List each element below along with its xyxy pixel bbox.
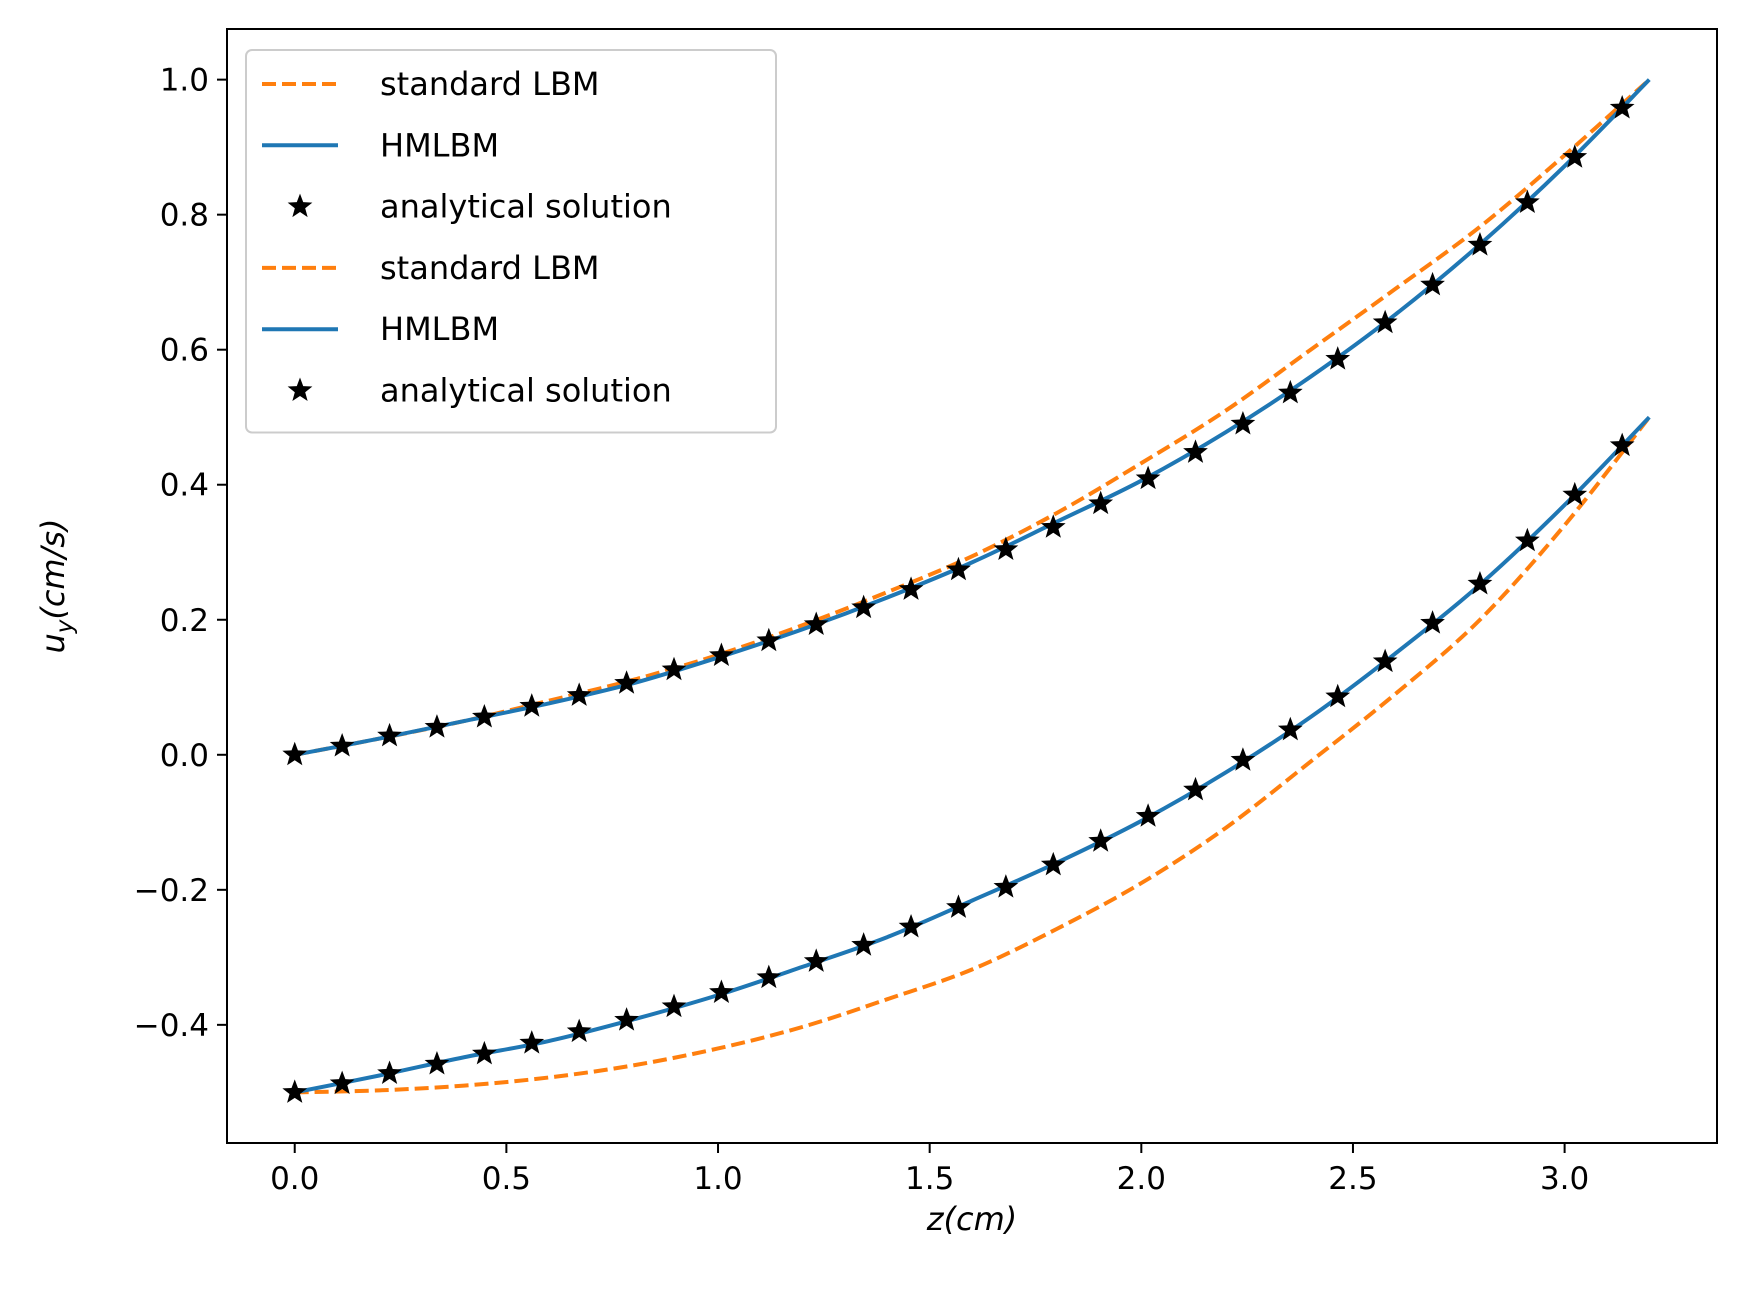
data-point-star	[661, 656, 687, 681]
data-point-star	[377, 1060, 402, 1084]
data-point-star	[661, 993, 687, 1018]
data-point-star	[709, 642, 734, 667]
data-point-star	[946, 556, 971, 581]
legend-star-swatch	[287, 193, 313, 218]
data-point-star	[519, 1030, 545, 1054]
x-tick-label: 1.0	[693, 1161, 742, 1197]
legend-item: standard LBM	[262, 65, 600, 103]
data-point-star	[377, 722, 402, 747]
legend-star-swatch	[287, 377, 313, 402]
y-tick-label: 0.6	[160, 333, 209, 369]
y-tick-label: 0.4	[160, 468, 209, 504]
data-point-star	[1325, 346, 1351, 370]
data-point-star	[614, 670, 639, 694]
series-line	[294, 415, 1651, 1095]
data-point-star	[993, 536, 1019, 561]
legend-label: HMLBM	[380, 310, 499, 348]
data-point-star	[1277, 379, 1303, 404]
data-point-star	[756, 627, 782, 652]
plot-frame	[226, 28, 1718, 1144]
data-point-star	[851, 594, 876, 619]
legend-label: standard LBM	[380, 249, 600, 287]
data-point-star	[803, 948, 829, 972]
data-point-star	[1040, 514, 1066, 538]
x-axis-label: z(cm)	[926, 1200, 1018, 1238]
data-point-star	[1088, 828, 1114, 852]
legend-box	[245, 49, 777, 434]
x-tick-label: 3.0	[1540, 1161, 1589, 1197]
legend-label: HMLBM	[380, 126, 499, 164]
data-point-star	[424, 714, 450, 738]
y-tick-label: 1.0	[160, 63, 209, 99]
data-point-star	[1040, 851, 1066, 876]
x-tick-label: 0.5	[482, 1161, 531, 1197]
data-point-star	[898, 913, 924, 938]
data-point-star	[1562, 144, 1588, 168]
data-point-star	[1467, 232, 1493, 256]
data-point-star	[1372, 648, 1398, 673]
series-6-star	[282, 432, 1635, 1103]
data-point-star	[1183, 776, 1208, 801]
data-point-star	[1183, 439, 1208, 463]
legend-label: standard LBM	[380, 65, 600, 103]
data-point-star	[519, 693, 545, 717]
data-point-star	[472, 1040, 497, 1065]
data-point-star	[1609, 432, 1635, 457]
y-axis-label: uy(cm/s)	[34, 518, 78, 653]
data-point-star	[1609, 94, 1635, 119]
y-tick-label: 0.2	[160, 603, 209, 639]
data-point-star	[851, 932, 876, 956]
data-point-star	[566, 1018, 592, 1043]
y-tick-label: −0.2	[134, 873, 209, 909]
data-point-star	[1088, 490, 1114, 515]
data-point-star	[1515, 527, 1540, 552]
x-tick-label: 1.5	[905, 1161, 954, 1197]
data-point-star	[329, 1070, 355, 1095]
data-point-star	[1515, 189, 1540, 214]
data-point-star	[803, 611, 829, 635]
ticks-layer: 0.0 0.5 1.0 1.5 2.0 2.5 3.0 −0.4 −0.2 0.0 0.2 0.4 0.…	[134, 63, 1590, 1197]
data-point-star	[1562, 481, 1588, 506]
data-point-star	[1230, 747, 1256, 771]
data-point-star	[1420, 610, 1445, 634]
x-tick-label: 2.5	[1328, 1161, 1377, 1197]
data-point-star	[614, 1007, 639, 1031]
data-point-star	[1325, 683, 1351, 708]
legend-label: analytical solution	[380, 188, 672, 226]
data-point-star	[756, 964, 782, 989]
y-tick-label: −0.4	[134, 1008, 209, 1044]
y-tick-label: 0.0	[160, 738, 209, 774]
data-point-star	[1230, 410, 1256, 435]
data-point-star	[898, 576, 924, 600]
data-point-star	[282, 1079, 308, 1103]
data-point-star	[329, 733, 355, 757]
series-4-dashed	[294, 415, 1651, 1095]
x-tick-label: 0.0	[270, 1161, 319, 1197]
data-point-star	[946, 894, 971, 918]
legend-item: analytical solution	[287, 372, 672, 410]
series-3-star	[282, 94, 1635, 766]
data-point-star	[993, 874, 1019, 898]
series-layer	[282, 78, 1651, 1103]
legend-item: HMLBM	[262, 126, 499, 164]
x-tick-label: 2.0	[1117, 1161, 1166, 1197]
data-point-star	[566, 682, 592, 706]
legend-item: HMLBM	[262, 310, 499, 348]
data-point-star	[1372, 309, 1398, 334]
data-point-star	[709, 979, 734, 1003]
data-point-star	[424, 1051, 450, 1075]
data-point-star	[282, 741, 308, 766]
legend-item: analytical solution	[287, 188, 672, 226]
data-point-star	[1135, 803, 1161, 827]
data-point-star	[1467, 570, 1493, 595]
legend-label: analytical solution	[380, 372, 672, 410]
data-point-star	[472, 703, 497, 728]
legend: standard LBM HMLBM analytical solution stan…	[245, 49, 777, 434]
y-tick-label: 0.8	[160, 198, 209, 234]
data-point-star	[1420, 271, 1445, 296]
data-point-star	[1135, 465, 1161, 490]
data-point-star	[1277, 716, 1303, 741]
legend-item: standard LBM	[262, 249, 600, 287]
